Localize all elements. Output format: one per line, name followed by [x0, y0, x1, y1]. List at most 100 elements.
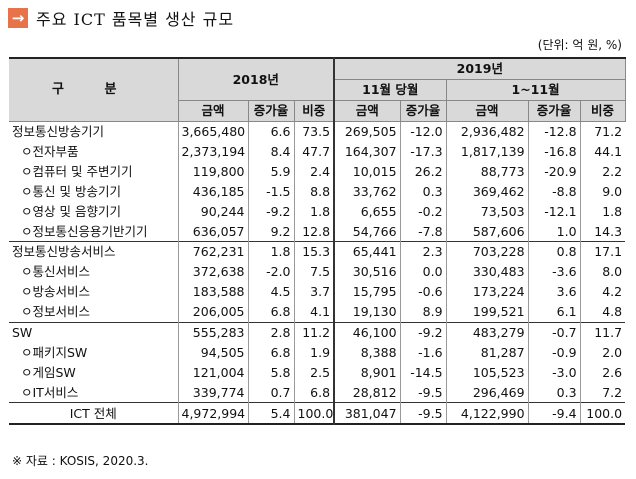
table-row: ㅇIT서비스 339,774 0.7 6.8 28,812 -9.5 296,469 0.3 7… [9, 382, 626, 403]
cell-value: 0.8 [527, 241, 581, 262]
table-row: 정보통신방송기기 3,665,480 6.6 73.5 269,505 -12.0 2,93… [9, 120, 626, 142]
cell-value: 199,521 [445, 301, 529, 323]
cell-value: 10,015 [333, 161, 401, 182]
nov-header: 11월 당월 [333, 78, 447, 101]
cell-value: 4,972,994 [177, 402, 248, 425]
amount-header: 금액 [445, 99, 529, 122]
cell-value: -1.6 [399, 342, 447, 363]
cell-value: 183,588 [177, 281, 248, 302]
cell-value: 8.0 [579, 261, 626, 282]
amount-header: 금액 [333, 99, 401, 122]
row-label: ㅇ컴퓨터 및 주변기기 [21, 163, 133, 179]
table-row: ㅇ패키지SW 94,505 6.8 1.9 8,388 -1.6 81,287 -0.9 2.0 [9, 342, 626, 363]
row-label: ㅇ통신서비스 [21, 264, 91, 280]
cell-value: 0.3 [527, 382, 581, 403]
cell-value: 173,224 [445, 281, 529, 302]
cell-value: 8.9 [399, 301, 447, 323]
cell-value: 121,004 [177, 362, 248, 383]
row-label: 정보통신방송기기 [9, 120, 178, 142]
cell-value: -12.8 [527, 120, 581, 142]
cell-value: 17.1 [579, 241, 626, 262]
cell-value: 3,665,480 [177, 120, 248, 142]
cell-value: 71.2 [579, 120, 626, 142]
cell-value: 119,800 [177, 161, 248, 182]
cell-value: 30,516 [333, 261, 401, 282]
growth-header: 증가율 [399, 99, 447, 122]
amount-header: 금액 [177, 99, 249, 122]
page-title: 주요 ICT 품목별 생산 규모 [36, 10, 235, 29]
cell-value: 6,655 [333, 201, 401, 222]
cell-value: 4.1 [293, 301, 335, 323]
cell-value: 5.4 [247, 402, 294, 425]
cell-value: 1.0 [527, 221, 581, 242]
cell-value: -2.0 [247, 261, 294, 282]
cell-value: 164,307 [333, 141, 401, 162]
growth-header: 증가율 [527, 99, 581, 122]
cell-value: 1.8 [247, 241, 294, 262]
cell-value: 8.8 [293, 181, 335, 202]
cell-value: 381,047 [333, 402, 401, 425]
cell-value: -12.0 [399, 120, 447, 142]
category-header: 구 분 [9, 57, 179, 122]
table-row: ICT 전체 4,972,994 5.4 100.0 381,047 -9.5 4,122,… [9, 402, 626, 425]
cell-value: 105,523 [445, 362, 529, 383]
table-row: ㅇ통신서비스 372,638 -2.0 7.5 30,516 0.0 330,483 -3.6… [9, 261, 626, 282]
cell-value: -0.7 [527, 321, 581, 343]
cell-value: 1.8 [579, 201, 626, 222]
cell-value: 296,469 [445, 382, 529, 403]
table-row: ㅇ방송서비스 183,588 4.5 3.7 15,795 -0.6 173,224 3.6 4… [9, 281, 626, 302]
cell-value: -9.2 [247, 201, 294, 222]
row-label: SW [9, 321, 178, 343]
cell-value: 2.4 [293, 161, 335, 182]
cell-value: 6.8 [293, 382, 335, 403]
cell-value: 44.1 [579, 141, 626, 162]
row-label: ㅇ패키지SW [21, 344, 88, 360]
cell-value: 4.5 [247, 281, 294, 302]
cell-value: 73.5 [293, 120, 335, 142]
cell-value: 4,122,990 [445, 402, 529, 425]
cell-value: 483,279 [445, 321, 529, 343]
cell-value: -3.0 [527, 362, 581, 383]
cell-value: 8,388 [333, 342, 401, 363]
cell-value: -3.6 [527, 261, 581, 282]
row-label: ICT 전체 [9, 402, 178, 425]
cell-value: 2.8 [247, 321, 294, 343]
cell-value: -17.3 [399, 141, 447, 162]
cell-value: 11.2 [293, 321, 335, 343]
cell-value: 2,373,194 [177, 141, 248, 162]
cell-value: -0.2 [399, 201, 447, 222]
cell-value: 372,638 [177, 261, 248, 282]
cell-value: 2.3 [399, 241, 447, 262]
cell-value: 587,606 [445, 221, 529, 242]
cell-value: -9.5 [399, 382, 447, 403]
cell-value: 11.7 [579, 321, 626, 343]
cell-value: 100.0 [293, 402, 335, 425]
table-row: ㅇ컴퓨터 및 주변기기 119,800 5.9 2.4 10,015 26.2 88,773… [9, 161, 626, 182]
table-row: SW 555,283 2.8 11.2 46,100 -9.2 483,279 -0.7 11.… [9, 321, 626, 343]
arrow-right-icon: → [8, 8, 28, 28]
cell-value: -8.8 [527, 181, 581, 202]
cell-value: 26.2 [399, 161, 447, 182]
unit-label: (단위: 억 원, %) [537, 38, 622, 52]
table-row: ㅇ영상 및 음향기기 90,244 -9.2 1.8 6,655 -0.2 73,503 -1… [9, 201, 626, 222]
cell-value: -9.5 [399, 402, 447, 425]
cell-value: 0.7 [247, 382, 294, 403]
cell-value: 46,100 [333, 321, 401, 343]
cell-value: 2.2 [579, 161, 626, 182]
cell-value: 47.7 [293, 141, 335, 162]
cell-value: 436,185 [177, 181, 248, 202]
cell-value: -7.8 [399, 221, 447, 242]
source-note: ※ 자료 : KOSIS, 2020.3. [12, 454, 149, 468]
row-label: ㅇ통신 및 방송기기 [21, 183, 121, 199]
cell-value: -20.9 [527, 161, 581, 182]
cell-value: 206,005 [177, 301, 248, 323]
cell-value: 12.8 [293, 221, 335, 242]
cell-value: 2,936,482 [445, 120, 529, 142]
cell-value: 90,244 [177, 201, 248, 222]
cell-value: -0.9 [527, 342, 581, 363]
cell-value: 3.6 [527, 281, 581, 302]
year-2019-header: 2019년 [333, 57, 626, 80]
cell-value: 0.0 [399, 261, 447, 282]
jan-nov-header: 1~11월 [445, 78, 626, 101]
cell-value: 9.0 [579, 181, 626, 202]
